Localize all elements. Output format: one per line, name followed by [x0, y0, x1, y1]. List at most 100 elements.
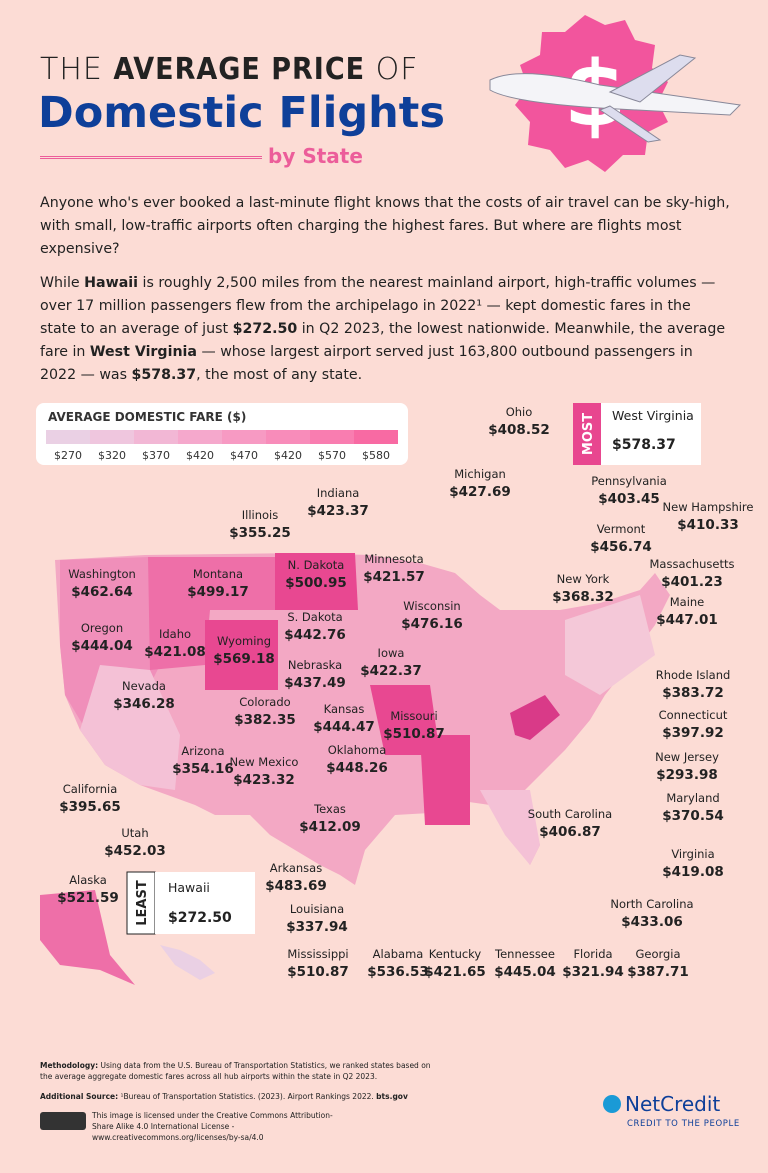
state-fare: $483.69 — [265, 878, 327, 894]
state-name: Georgia — [635, 947, 680, 961]
map: AVERAGE DOMESTIC FARE ($) MOST West Virg… — [36, 403, 753, 985]
paragraph-run: in Q2 2023, the lowest nationwide. Meanw… — [40, 321, 726, 360]
state-name: Nevada — [122, 679, 166, 693]
subtitle: by State — [268, 144, 363, 168]
state-name: Rhode Island — [656, 668, 731, 682]
state-fare: $476.16 — [401, 616, 463, 632]
source-site: bts.gov — [376, 1092, 408, 1101]
methodology: Methodology: Using data from the U.S. Bu… — [40, 1060, 440, 1082]
region-florida — [480, 790, 540, 865]
state-fare: $569.18 — [213, 651, 275, 667]
region-wyoming — [205, 620, 278, 690]
state-fare: $423.37 — [307, 503, 369, 519]
legend-label: $570 — [318, 449, 346, 462]
least-fare: $272.50 — [168, 910, 232, 926]
state-fare: $401.23 — [661, 574, 723, 590]
source-text: ¹Bureau of Transportation Statistics. (2… — [120, 1092, 374, 1101]
state-name: North Carolina — [610, 897, 693, 911]
state-fare: $421.08 — [144, 644, 206, 660]
state-name: Arkansas — [270, 861, 322, 875]
legend-swatch — [134, 430, 178, 444]
state-fare: $444.47 — [313, 719, 375, 735]
state-name: Nebraska — [288, 658, 342, 672]
title-pre: THE — [40, 52, 103, 87]
state-name: New Mexico — [230, 755, 299, 769]
legend-label: $420 — [274, 449, 302, 462]
state-fare: $437.49 — [284, 675, 346, 691]
state-name: Idaho — [159, 627, 191, 641]
state-fare: $510.87 — [287, 964, 349, 980]
least-tag-box — [126, 871, 156, 935]
state-fare: $410.33 — [677, 517, 739, 533]
state-fare: $403.45 — [598, 491, 660, 507]
source-label: Additional Source: — [40, 1092, 119, 1101]
state-name: Maryland — [666, 791, 719, 805]
state-name: Tennessee — [494, 947, 555, 961]
intro-paragraph: Anyone who's ever booked a last-minute f… — [40, 192, 730, 261]
state-fare: $462.64 — [71, 584, 133, 600]
state-fare: $321.94 — [562, 964, 624, 980]
state-name: Vermont — [597, 522, 646, 536]
paragraph-run: is roughly 2,500 miles from the nearest … — [40, 275, 716, 337]
legend-swatch — [222, 430, 266, 444]
state-name: Virginia — [671, 847, 714, 861]
state-fare: $368.32 — [552, 589, 614, 605]
state-name: Washington — [68, 567, 136, 581]
legend-label: $470 — [230, 449, 258, 462]
region-west-virginia — [510, 695, 560, 740]
paragraph-run: West Virginia — [89, 344, 197, 360]
state-fare: $337.94 — [286, 919, 348, 935]
state-name: Massachusetts — [650, 557, 735, 571]
state-fare: $346.28 — [113, 696, 175, 712]
state-name: Colorado — [239, 695, 290, 709]
state-fare: $421.65 — [424, 964, 486, 980]
state-fare: $444.04 — [71, 638, 133, 654]
title-post: OF — [375, 52, 419, 87]
region-northeast — [565, 595, 655, 695]
state-name: Pennsylvania — [591, 474, 667, 488]
state-fare: $406.87 — [539, 824, 601, 840]
tagline: CREDIT TO THE PEOPLE — [627, 1119, 740, 1129]
state-fare: $354.16 — [172, 761, 234, 777]
state-fare: $510.87 — [383, 726, 445, 742]
paragraph-run: , the most of any state. — [196, 367, 363, 383]
state-name: Arizona — [181, 744, 224, 758]
least-tag: LEAST — [135, 880, 150, 926]
state-fare: $395.65 — [59, 799, 121, 815]
state-fare: $427.69 — [449, 484, 511, 500]
state-fare: $419.08 — [662, 864, 724, 880]
paragraph-run: Hawaii — [84, 275, 139, 291]
state-fare: $500.95 — [285, 575, 347, 591]
legend-label: $580 — [362, 449, 390, 462]
most-box — [601, 403, 701, 465]
hero-art: $ — [489, 15, 742, 172]
state-fare: $422.37 — [360, 663, 422, 679]
paragraph-run: $272.50 — [232, 321, 298, 337]
state-name: S. Dakota — [287, 610, 342, 624]
title-line2: Domestic Flights — [38, 88, 445, 138]
methodology-text: Using data from the U.S. Bureau of Trans… — [40, 1061, 431, 1081]
state-name: South Carolina — [528, 807, 612, 821]
paragraph-run: $578.37 — [131, 367, 197, 383]
state-name: Iowa — [378, 646, 405, 660]
state-name: Minnesota — [364, 552, 423, 566]
state-fare: $370.54 — [662, 808, 724, 824]
most-fare: $578.37 — [612, 437, 676, 453]
state-fare: $408.52 — [488, 422, 550, 438]
state-name: New Jersey — [655, 750, 719, 764]
legend-swatch — [266, 430, 310, 444]
state-name: Kentucky — [429, 947, 482, 961]
methodology-label: Methodology: — [40, 1061, 99, 1070]
state-name: Wisconsin — [403, 599, 460, 613]
most-state: West Virginia — [612, 408, 694, 423]
state-fare: $499.17 — [187, 584, 249, 600]
paragraph-run: While — [40, 275, 85, 291]
state-name: Alaska — [69, 873, 107, 887]
state-fare: $397.92 — [662, 725, 724, 741]
legend-swatch — [178, 430, 222, 444]
state-name: Connecticut — [659, 708, 728, 722]
state-fare: $412.09 — [299, 819, 361, 835]
alaska — [40, 890, 135, 985]
rule — [40, 156, 262, 159]
state-fare: $383.72 — [662, 685, 724, 701]
